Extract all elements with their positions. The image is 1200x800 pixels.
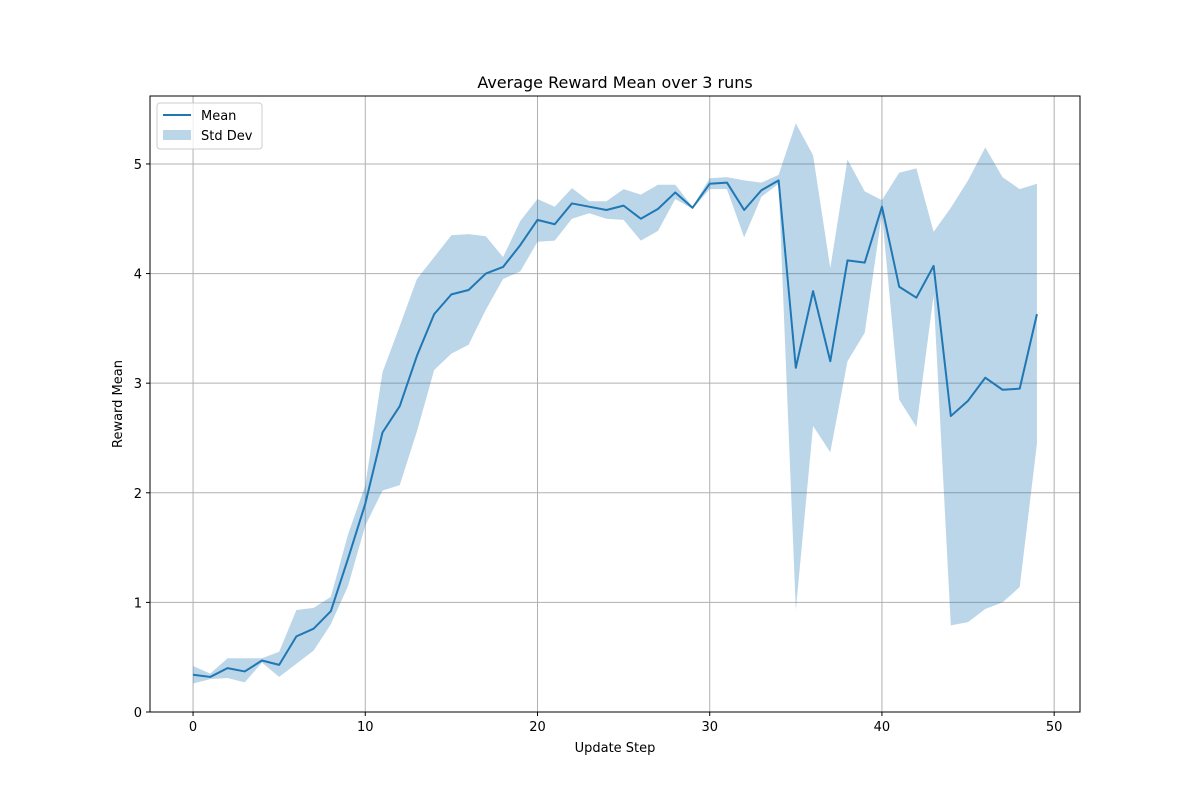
- y-axis-ticks: 0 1 2 3 4 5: [134, 158, 150, 721]
- x-tick-label: 10: [357, 720, 374, 735]
- x-tick-label: 20: [529, 720, 546, 735]
- y-axis-label: Reward Mean: [111, 360, 126, 448]
- x-tick-label: 50: [1046, 720, 1063, 735]
- y-tick-label: 5: [134, 158, 142, 173]
- y-tick-label: 0: [134, 706, 142, 721]
- y-tick-label: 1: [134, 596, 142, 611]
- mean-line-layer: [192, 179, 1038, 678]
- y-tick-label: 3: [134, 377, 142, 392]
- std-dev-band: [193, 123, 1037, 684]
- legend-mean-label: Mean: [201, 109, 236, 124]
- legend-std-dev-label: Std Dev: [201, 129, 253, 144]
- std-dev-band-layer: [193, 123, 1037, 684]
- y-tick-label: 2: [134, 487, 142, 502]
- x-tick-label: 0: [189, 720, 197, 735]
- legend-std-dev-swatch: [163, 130, 191, 140]
- x-tick-label: 30: [701, 720, 718, 735]
- mean-line: [192, 179, 1038, 678]
- legend: Mean Std Dev: [156, 102, 263, 150]
- chart-title: Average Reward Mean over 3 runs: [477, 73, 752, 92]
- x-axis-label: Update Step: [575, 741, 656, 756]
- x-tick-label: 40: [874, 720, 891, 735]
- x-axis-ticks: 0 10 20 30 40 50: [189, 712, 1063, 735]
- y-tick-label: 4: [134, 268, 142, 283]
- plot-frame: [149, 95, 1081, 713]
